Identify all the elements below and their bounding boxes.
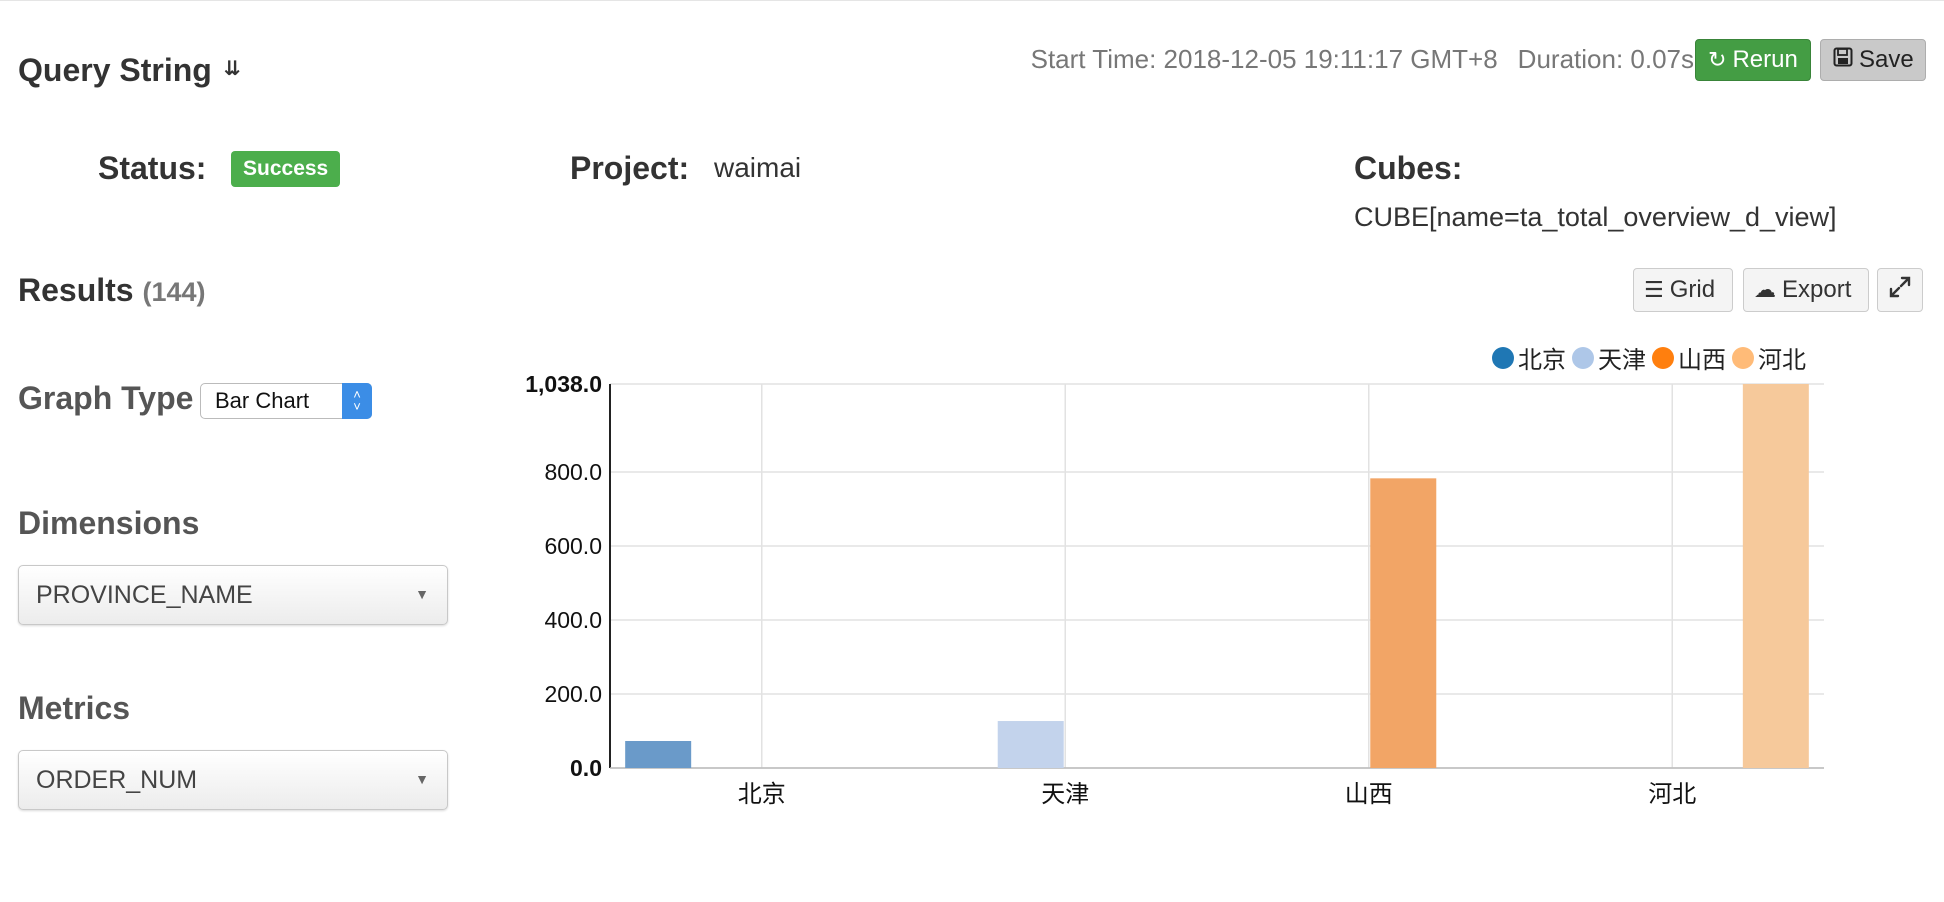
rerun-label: Rerun — [1732, 46, 1798, 73]
graph-type-value: Bar Chart — [215, 388, 310, 413]
cloud-download-icon: ☁ — [1754, 277, 1776, 302]
status-label: Status: — [98, 150, 207, 186]
legend-item[interactable]: 北京 — [1492, 340, 1566, 375]
bar — [625, 740, 692, 768]
legend-dot-icon — [1732, 346, 1754, 369]
dimensions-dropdown[interactable]: PROVINCE_NAME ▼ — [18, 565, 448, 625]
legend-item[interactable]: 山西 — [1652, 340, 1726, 375]
save-button[interactable]: Save — [1820, 39, 1926, 81]
save-label: Save — [1859, 46, 1914, 73]
dimensions-label: Dimensions — [18, 505, 200, 541]
legend-label: 山西 — [1678, 347, 1726, 374]
double-chevron-down-icon: ⇊ — [223, 57, 241, 80]
grid-label: Grid — [1669, 276, 1716, 303]
y-tick-label: 400.0 — [544, 607, 602, 633]
top-divider — [0, 0, 1944, 1]
expand-icon — [1889, 276, 1911, 305]
legend-dot-icon — [1572, 346, 1594, 369]
graph-type-select[interactable]: Bar Chart ˄ ˅ — [200, 383, 372, 419]
list-icon: ☰ — [1644, 277, 1664, 302]
query-meta: Start Time: 2018-12-05 19:11:17 GMT+8 Dur… — [1031, 44, 1694, 75]
y-tick-label: 200.0 — [544, 681, 602, 707]
legend-dot-icon — [1652, 346, 1674, 369]
metrics-value: ORDER_NUM — [36, 765, 198, 794]
bar — [1370, 478, 1437, 768]
legend-label: 天津 — [1598, 347, 1646, 374]
export-button[interactable]: ☁ Export — [1743, 268, 1869, 312]
dimensions-value: PROVINCE_NAME — [36, 580, 253, 609]
export-label: Export — [1782, 276, 1852, 303]
rerun-button[interactable]: ↻ Rerun — [1695, 39, 1811, 81]
metrics-label: Metrics — [18, 690, 131, 726]
x-tick-label: 天津 — [1041, 780, 1089, 808]
results-title: Results (144) — [18, 272, 206, 309]
legend-item[interactable]: 天津 — [1572, 340, 1646, 375]
legend-label: 北京 — [1518, 347, 1566, 374]
metrics-dropdown[interactable]: ORDER_NUM ▼ — [18, 750, 448, 810]
y-tick-label: 1,038.0 — [525, 371, 602, 397]
graph-type-label: Graph Type — [18, 380, 194, 416]
legend-dot-icon — [1492, 346, 1514, 369]
results-label: Results — [18, 272, 134, 308]
x-tick-label: 北京 — [738, 780, 786, 808]
y-tick-label: 800.0 — [544, 459, 602, 485]
cubes-label: Cubes: — [1354, 150, 1463, 186]
legend-label: 河北 — [1758, 347, 1806, 374]
bar — [997, 721, 1064, 768]
project-label: Project: — [570, 150, 690, 186]
y-tick-label: 600.0 — [544, 533, 602, 559]
select-arrows-icon: ˄ ˅ — [342, 383, 372, 419]
legend-item[interactable]: 河北 — [1732, 340, 1806, 375]
fullscreen-button[interactable] — [1877, 268, 1923, 312]
grid-button[interactable]: ☰ Grid — [1633, 268, 1733, 312]
duration: Duration: 0.07s — [1517, 44, 1694, 74]
project-value: waimai — [714, 152, 802, 183]
start-time: Start Time: 2018-12-05 19:11:17 GMT+8 — [1030, 44, 1498, 74]
x-tick-label: 河北 — [1648, 780, 1696, 808]
status-badge: Success — [231, 151, 341, 187]
cubes-value: CUBE[name=ta_total_overview_d_view] — [1354, 202, 1837, 232]
y-tick-label: 0.0 — [570, 755, 602, 781]
floppy-disk-icon — [1833, 47, 1853, 73]
refresh-icon: ↻ — [1708, 47, 1727, 72]
x-tick-label: 山西 — [1345, 780, 1393, 808]
query-string-title: Query String — [18, 52, 212, 88]
query-string-toggle[interactable]: Query String ⇊ — [18, 52, 241, 89]
bar — [1742, 384, 1809, 768]
bar-chart: 0.0 200.0 400.0 600.0 800.0 1,038.0 北京 天津 山西 河北 — [525, 371, 1824, 808]
chart-legend: 北京 天津 山西 河北 — [1486, 340, 1806, 375]
caret-down-icon: ▼ — [415, 586, 429, 602]
results-count: (144) — [142, 277, 206, 307]
caret-down-icon: ▼ — [415, 771, 429, 787]
